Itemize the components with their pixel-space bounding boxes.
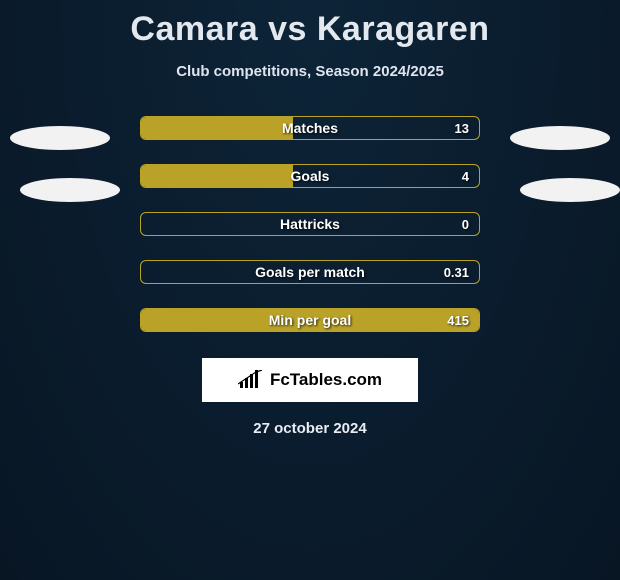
player-badge-right-2 [520, 178, 620, 202]
player-badge-left-2 [20, 178, 120, 202]
stat-value: 0 [462, 217, 469, 232]
page-title: Camara vs Karagaren [0, 0, 620, 49]
stat-value: 415 [447, 313, 469, 328]
stat-label: Goals [291, 168, 330, 184]
date-text: 27 october 2024 [0, 420, 620, 437]
stat-row-matches: Matches 13 [140, 116, 480, 140]
stat-value: 13 [455, 121, 469, 136]
stat-fill [141, 165, 293, 187]
stat-value: 0.31 [444, 265, 469, 280]
stat-row-hattricks: Hattricks 0 [140, 212, 480, 236]
stat-label: Matches [282, 120, 338, 136]
stat-row-goals-per-match: Goals per match 0.31 [140, 260, 480, 284]
stat-label: Hattricks [280, 216, 340, 232]
stat-row-min-per-goal: Min per goal 415 [140, 308, 480, 332]
stat-row-goals: Goals 4 [140, 164, 480, 188]
player-badge-left-1 [10, 126, 110, 150]
stats-container: Matches 13 Goals 4 Hattricks 0 Goals per… [0, 116, 620, 332]
player-badge-right-1 [510, 126, 610, 150]
bar-chart-icon [238, 370, 264, 390]
logo-text: FcTables.com [270, 370, 382, 390]
logo-box: FcTables.com [202, 358, 418, 402]
page-subtitle: Club competitions, Season 2024/2025 [0, 63, 620, 80]
stat-label: Min per goal [269, 312, 351, 328]
stat-fill [141, 117, 293, 139]
stat-label: Goals per match [255, 264, 365, 280]
stat-value: 4 [462, 169, 469, 184]
